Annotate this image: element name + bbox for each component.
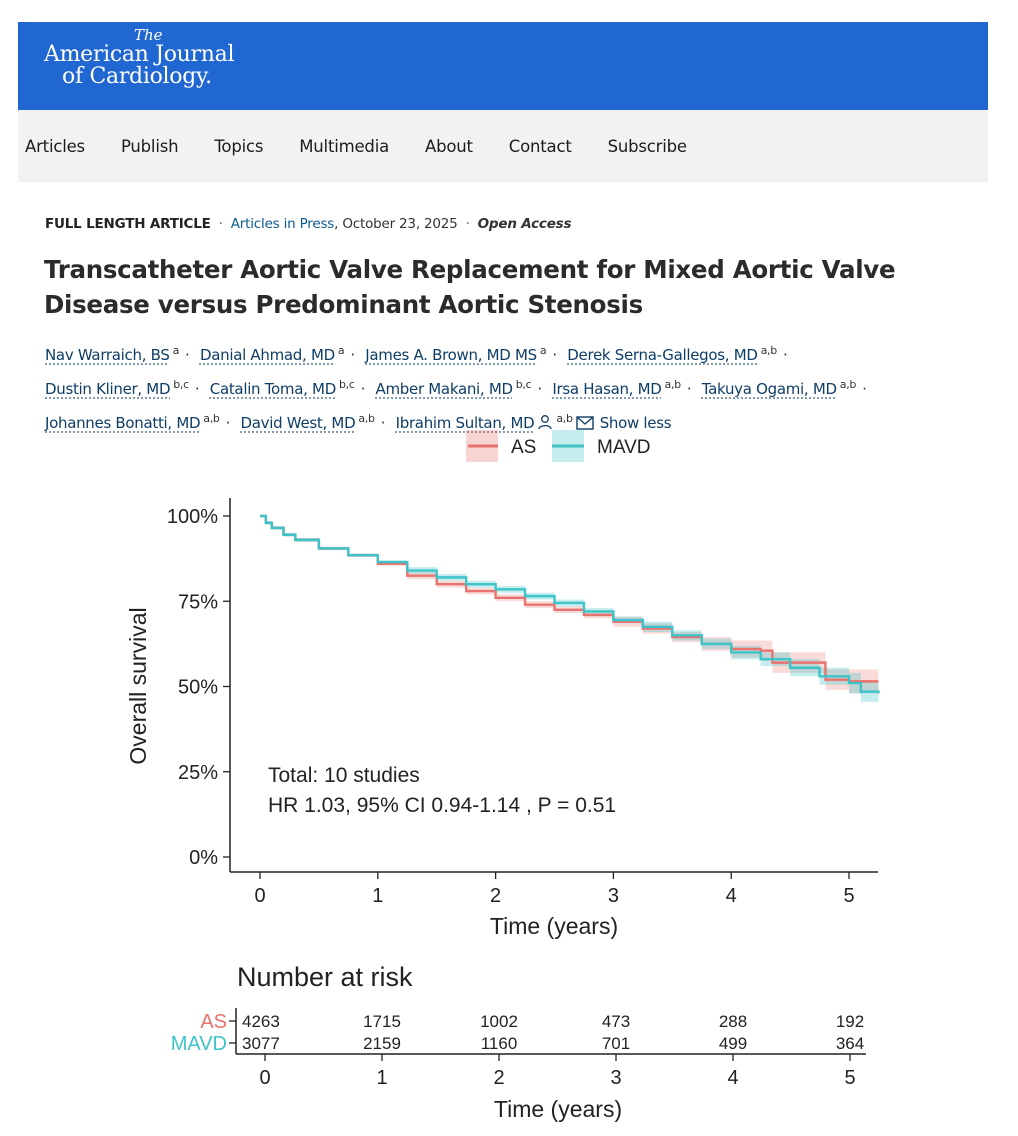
author-link[interactable]: Irsa Hasan, MD [552, 380, 662, 398]
annotation-hr: HR 1.03, 95% CI 0.94-1.14 , P = 0.51 [268, 794, 616, 817]
nav-about[interactable]: About [425, 136, 473, 156]
legend-label-as: AS [511, 437, 536, 458]
series-line-mavd [260, 514, 880, 694]
author-affiliation: a,b [358, 412, 375, 425]
nav-multimedia[interactable]: Multimedia [299, 136, 389, 156]
risk-x-tick-label: 3 [610, 1067, 621, 1089]
risk-row-label-as: AS [200, 1011, 227, 1033]
author-affiliation: a,b [556, 412, 573, 425]
y-tick-label: 75% [178, 591, 218, 613]
x-tick-label: 3 [608, 885, 619, 907]
author-link[interactable]: Dustin Kliner, MD [45, 380, 171, 398]
risk-cell-as: 1002 [480, 1012, 518, 1031]
journal-header: The American Journal of Cardiology. [18, 22, 988, 110]
person-icon [537, 411, 553, 440]
author-link[interactable]: James A. Brown, MD MS [365, 346, 537, 364]
risk-cell-as: 192 [836, 1012, 864, 1031]
legend-label-mavd: MAVD [597, 437, 650, 458]
nav-topics[interactable]: Topics [214, 136, 264, 156]
author-affiliation: b,c [338, 378, 355, 391]
author-affiliation: a [539, 344, 547, 357]
author-affiliation: a,b [839, 378, 857, 391]
y-tick-label: 0% [189, 847, 218, 869]
risk-cell-as: 1715 [363, 1012, 401, 1031]
x-axis-label: Time (years) [490, 913, 618, 939]
article-meta: FULL LENGTH ARTICLE · Articles in Press, O… [45, 216, 572, 232]
article-type: FULL LENGTH ARTICLE [45, 216, 211, 232]
author-link[interactable]: Nav Warraich, BS [45, 346, 170, 364]
nav-subscribe[interactable]: Subscribe [607, 136, 687, 156]
x-tick-label: 0 [254, 885, 265, 907]
y-axis-label: Overall survival [125, 607, 151, 764]
author-link[interactable]: David West, MD [240, 414, 356, 432]
risk-cell-mavd: 3077 [242, 1034, 280, 1053]
risk-cell-as: 4263 [242, 1012, 280, 1031]
y-tick-label: 50% [178, 677, 218, 699]
author-list: Nav Warraich, BS a · Danial Ahmad, MD a · Ja… [45, 336, 975, 440]
ci-band-as [260, 516, 879, 694]
mail-icon[interactable] [575, 411, 594, 440]
author-link[interactable]: Amber Makani, MD [375, 380, 514, 398]
x-tick-label: 1 [372, 885, 383, 907]
risk-x-tick-label: 1 [376, 1067, 387, 1089]
author-affiliation: b,c [173, 378, 189, 391]
risk-x-tick-label: 0 [259, 1067, 270, 1089]
risk-cell-as: 288 [719, 1012, 747, 1031]
risk-x-tick-label: 2 [493, 1067, 504, 1089]
y-tick-label: 100% [167, 506, 218, 528]
x-tick-label: 4 [726, 885, 737, 907]
annotation-total: Total: 10 studies [268, 764, 420, 787]
author-affiliation: a [337, 344, 345, 357]
x-tick-label: 5 [843, 885, 854, 907]
logo-the: The [134, 26, 163, 44]
author-link[interactable]: Takuya Ogami, MD [701, 380, 837, 398]
risk-cell-mavd: 2159 [363, 1034, 401, 1053]
author-link[interactable]: Ibrahim Sultan, MD [395, 414, 535, 432]
nav-contact[interactable]: Contact [508, 136, 572, 156]
logo-name-line1: American Journal [44, 42, 235, 67]
y-tick-label: 25% [178, 762, 218, 784]
risk-table-title: Number at risk [237, 962, 413, 992]
risk-x-tick-label: 5 [844, 1067, 855, 1089]
author-affiliation: a,b [203, 412, 220, 425]
risk-cell-mavd: 701 [602, 1034, 630, 1053]
author-link[interactable]: Catalin Toma, MD [209, 380, 336, 398]
risk-x-tick-label: 4 [727, 1067, 738, 1089]
risk-x-axis-label: Time (years) [494, 1096, 622, 1122]
risk-cell-mavd: 499 [719, 1034, 747, 1053]
article-date: , October 23, 2025 [334, 216, 458, 232]
author-link[interactable]: Danial Ahmad, MD [199, 346, 335, 364]
show-less-button[interactable]: Show less [599, 414, 672, 432]
article-title: Transcatheter Aortic Valve Replacement f… [44, 255, 896, 319]
journal-logo[interactable]: The American Journal of Cardiology. [44, 26, 235, 89]
author-affiliation: a,b [760, 344, 778, 357]
author-affiliation: b,c [515, 378, 532, 391]
risk-cell-as: 473 [602, 1012, 630, 1031]
risk-cell-mavd: 364 [836, 1034, 864, 1053]
author-link[interactable]: Johannes Bonatti, MD [45, 414, 201, 432]
articles-in-press-link[interactable]: Articles in Press [230, 216, 335, 232]
risk-cell-mavd: 1160 [481, 1034, 518, 1053]
nav-articles[interactable]: Articles [25, 136, 85, 156]
risk-row-label-mavd: MAVD [171, 1033, 227, 1055]
open-access-label: Open Access [477, 216, 572, 232]
logo-name-line2: of Cardiology. [62, 64, 212, 89]
nav-publish[interactable]: Publish [120, 136, 179, 156]
x-tick-label: 2 [490, 885, 501, 907]
author-affiliation: a [172, 344, 180, 357]
author-affiliation: a,b [664, 378, 682, 391]
main-nav: Articles Publish Topics Multimedia About… [18, 110, 988, 182]
author-link[interactable]: Derek Serna-Gallegos, MD [567, 346, 758, 364]
